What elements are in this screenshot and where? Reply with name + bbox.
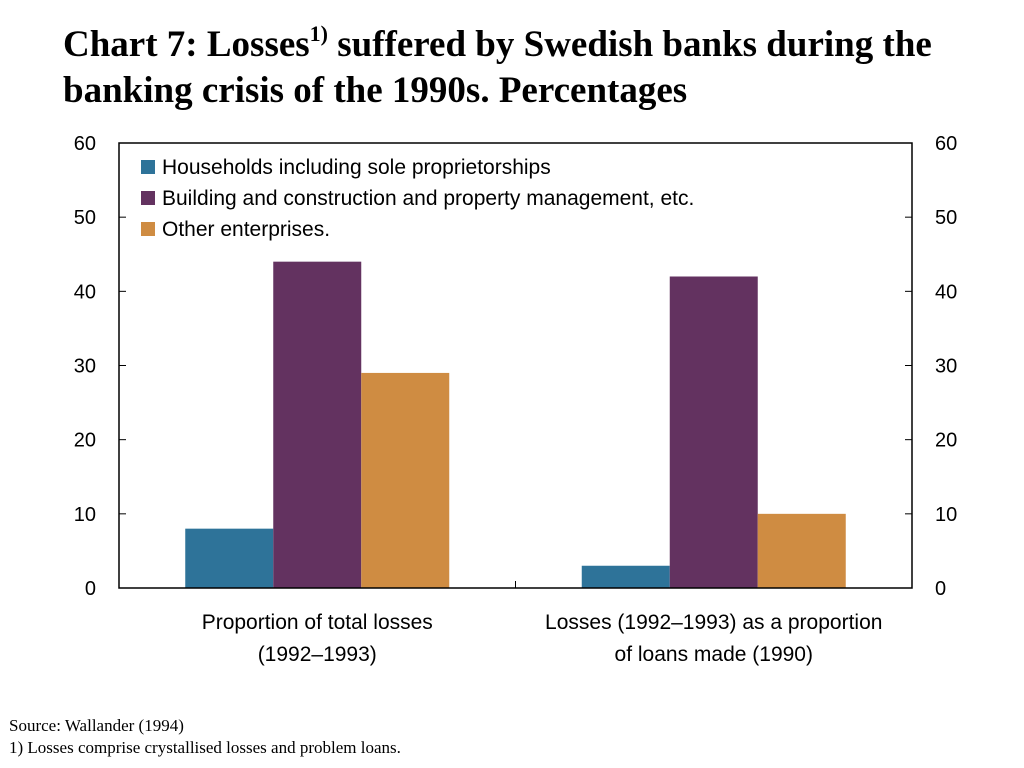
category-label: Losses (1992–1993) as a proportion [545, 611, 882, 634]
y-tick-label-left: 10 [74, 504, 96, 526]
bar [581, 565, 670, 588]
footnote: 1) Losses comprise crystallised losses a… [9, 738, 401, 757]
y-tick-label-right: 30 [935, 356, 957, 378]
y-tick-label-right: 10 [935, 504, 957, 526]
category-label: Proportion of total losses [202, 611, 433, 634]
legend-label: Other enterprises. [162, 218, 330, 241]
y-tick-label-left: 0 [85, 578, 96, 600]
category-label: (1992–1993) [258, 643, 377, 666]
bars [185, 261, 846, 588]
bar [361, 372, 450, 588]
chart-title-superscript: 1) [309, 21, 328, 46]
y-tick-label-right: 20 [935, 430, 957, 452]
chart-title: Chart 7: Losses1) suffered by Swedish ba… [63, 22, 993, 114]
bar [273, 261, 362, 588]
y-tick-label-left: 40 [74, 281, 96, 303]
left-axis-labels: 0 10 20 30 40 50 60 [74, 133, 96, 600]
footer: Source: Wallander (1994) 1) Losses compr… [9, 715, 401, 759]
legend-label: Households including sole proprietorship… [162, 156, 551, 179]
category-labels: Proportion of total losses (1992–1993) Los… [202, 611, 883, 666]
y-tick-label-right: 50 [935, 207, 957, 229]
y-tick-label-right: 40 [935, 281, 957, 303]
y-tick-label-right: 60 [935, 133, 957, 155]
y-tick-label-left: 60 [74, 133, 96, 155]
chart-title-main: Chart 7: Losses [63, 24, 310, 65]
y-tick-label-left: 30 [74, 356, 96, 378]
right-axis-labels: 0 10 20 30 40 50 60 [935, 133, 957, 600]
legend-swatch [141, 160, 155, 174]
plot-frame [118, 142, 913, 589]
y-tick-label-right: 0 [935, 578, 946, 600]
legend-swatch [141, 222, 155, 236]
bar [669, 276, 758, 588]
legend-swatch [141, 191, 155, 205]
legend: Households including sole proprietorship… [141, 156, 694, 241]
bar [757, 513, 846, 588]
bar [185, 528, 274, 588]
bar-chart: 0 10 20 30 40 50 60 0 10 20 30 40 50 60 Proportion o… [74, 133, 958, 666]
source-note: Source: Wallander (1994) [9, 716, 184, 735]
legend-label: Building and construction and property m… [162, 187, 694, 210]
chart-title-rest: suffered by Swedish banks during the ban… [63, 24, 932, 111]
y-tick-label-left: 50 [74, 207, 96, 229]
y-tick-label-left: 20 [74, 430, 96, 452]
category-label: of loans made (1990) [615, 643, 813, 666]
